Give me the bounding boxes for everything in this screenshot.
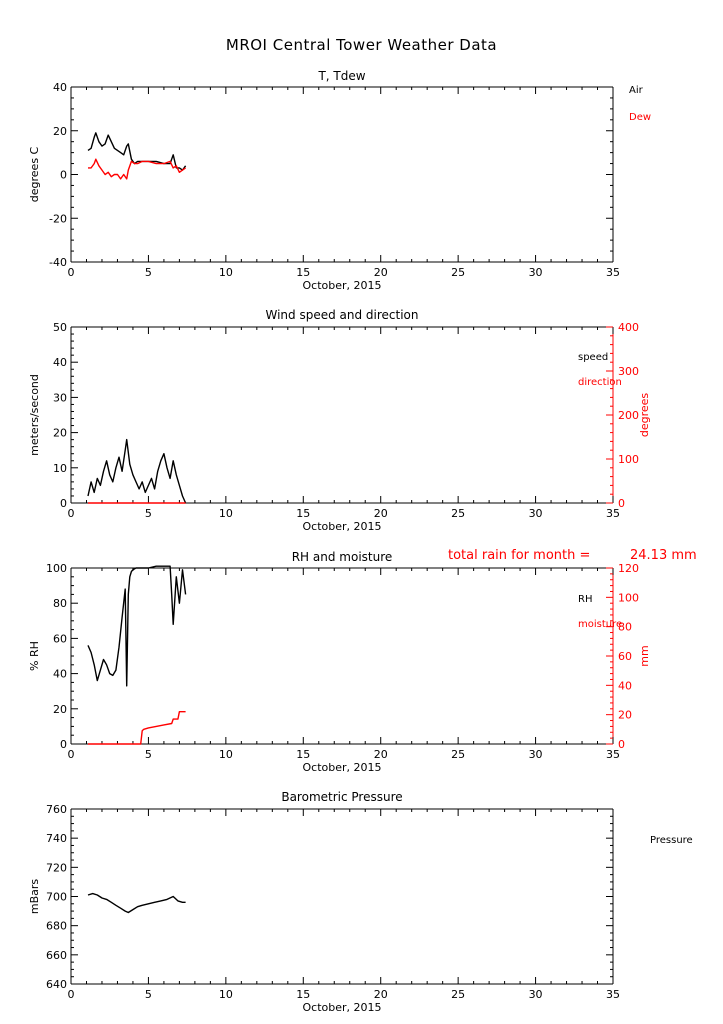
y-tick-label: 20 <box>53 703 67 716</box>
series-line-moisture <box>88 711 186 745</box>
chart-title-2: Wind speed and direction <box>265 308 418 322</box>
x-tick-label: 10 <box>219 266 233 279</box>
series-line-pressure <box>87 892 186 914</box>
series-line-rh <box>87 565 187 687</box>
chart-title-1: T, Tdew <box>317 69 365 83</box>
y-tick-label-right: 400 <box>618 321 639 334</box>
x-tick-label: 10 <box>219 748 233 761</box>
y-tick-label: 40 <box>53 356 67 369</box>
y-tick-label: 100 <box>46 562 67 575</box>
chart-title-4: Barometric Pressure <box>281 790 402 804</box>
y-tick-label: 740 <box>46 832 67 845</box>
y-tick-label: 0 <box>60 497 67 510</box>
y-tick-label: -20 <box>49 212 67 225</box>
y-tick-label: 20 <box>53 427 67 440</box>
x-tick-label: 0 <box>68 748 75 761</box>
x-tick-label: 20 <box>374 748 388 761</box>
y-tick-label: 660 <box>46 949 67 962</box>
x-tick-label: 5 <box>145 507 152 520</box>
y-tick-label: -40 <box>49 256 67 269</box>
x-axis-label: October, 2015 <box>302 1001 381 1014</box>
y-tick-label: 760 <box>46 803 67 816</box>
y-tick-label-right: 60 <box>618 650 632 663</box>
x-tick-label: 30 <box>529 988 543 1001</box>
series-line-dew <box>88 158 187 180</box>
y-axis-label: degrees C <box>28 146 41 202</box>
legend-entry-speed: speed <box>578 352 608 363</box>
y-tick-label: 20 <box>53 125 67 138</box>
x-tick-label: 35 <box>606 266 620 279</box>
y-tick-label-right: 80 <box>618 621 632 634</box>
x-tick-label: 25 <box>451 748 465 761</box>
y-axis-label: meters/second <box>28 374 41 456</box>
y-axis-label: mBars <box>28 879 41 915</box>
legend-entry-rh: RH <box>578 594 592 605</box>
y-tick-label: 720 <box>46 861 67 874</box>
y-tick-label: 700 <box>46 891 67 904</box>
y-tick-label: 50 <box>53 321 67 334</box>
y-axis-label: % RH <box>28 641 41 671</box>
x-tick-label: 25 <box>451 988 465 1001</box>
y-tick-label-right: 300 <box>618 365 639 378</box>
y-tick-label-right: 0 <box>618 497 625 510</box>
x-tick-label: 15 <box>296 266 310 279</box>
x-tick-label: 10 <box>219 507 233 520</box>
x-tick-label: 5 <box>145 266 152 279</box>
y-tick-label: 0 <box>60 738 67 751</box>
x-axis-label: October, 2015 <box>302 761 381 774</box>
y-tick-label-right: 40 <box>618 679 632 692</box>
y-tick-label-right: 120 <box>618 562 639 575</box>
x-tick-label: 15 <box>296 988 310 1001</box>
x-tick-label: 5 <box>145 988 152 1001</box>
legend-entry-direction: direction <box>578 377 622 388</box>
x-tick-label: 30 <box>529 748 543 761</box>
y-tick-label: 0 <box>60 169 67 182</box>
x-tick-label: 25 <box>451 266 465 279</box>
series-line-speed <box>87 438 187 504</box>
x-tick-label: 15 <box>296 507 310 520</box>
x-axis-label: October, 2015 <box>302 279 381 292</box>
x-tick-label: 35 <box>606 988 620 1001</box>
y-tick-label: 80 <box>53 597 67 610</box>
x-tick-label: 35 <box>606 748 620 761</box>
y-tick-label: 60 <box>53 632 67 645</box>
series-line-air <box>87 132 187 171</box>
x-axis-label: October, 2015 <box>302 520 381 533</box>
legend-entry-dew: Dew <box>629 112 651 123</box>
x-tick-label: 30 <box>529 507 543 520</box>
x-tick-label: 10 <box>219 988 233 1001</box>
y-tick-label: 40 <box>53 81 67 94</box>
y-tick-label: 40 <box>53 668 67 681</box>
x-tick-label: 0 <box>68 266 75 279</box>
y-axis-label-right: degrees <box>638 393 651 438</box>
y-axis-label-right: mm <box>638 645 651 666</box>
x-tick-label: 0 <box>68 988 75 1001</box>
y-tick-label: 680 <box>46 920 67 933</box>
x-tick-label: 0 <box>68 507 75 520</box>
legend-entry-moisture: moisture <box>578 619 622 630</box>
x-tick-label: 35 <box>606 507 620 520</box>
legend-entry-air: Air <box>629 85 644 96</box>
x-tick-label: 30 <box>529 266 543 279</box>
y-tick-label-right: 0 <box>618 738 625 751</box>
y-tick-label: 640 <box>46 978 67 991</box>
legend-entry-pressure: Pressure <box>650 835 693 846</box>
x-tick-label: 25 <box>451 507 465 520</box>
y-tick-label: 30 <box>53 391 67 404</box>
y-tick-label-right: 100 <box>618 591 639 604</box>
y-tick-label: 10 <box>53 462 67 475</box>
x-tick-label: 20 <box>374 988 388 1001</box>
x-tick-label: 20 <box>374 266 388 279</box>
x-tick-label: 5 <box>145 748 152 761</box>
x-tick-label: 20 <box>374 507 388 520</box>
y-tick-label-right: 200 <box>618 409 639 422</box>
x-tick-label: 15 <box>296 748 310 761</box>
rain-total-label: total rain for month = <box>448 548 590 563</box>
rain-total-value: 24.13 mm <box>630 548 697 563</box>
page-title: MROI Central Tower Weather Data <box>225 36 498 54</box>
chart-title-3: RH and moisture <box>292 550 393 564</box>
y-tick-label-right: 20 <box>618 709 632 722</box>
y-tick-label-right: 100 <box>618 453 639 466</box>
